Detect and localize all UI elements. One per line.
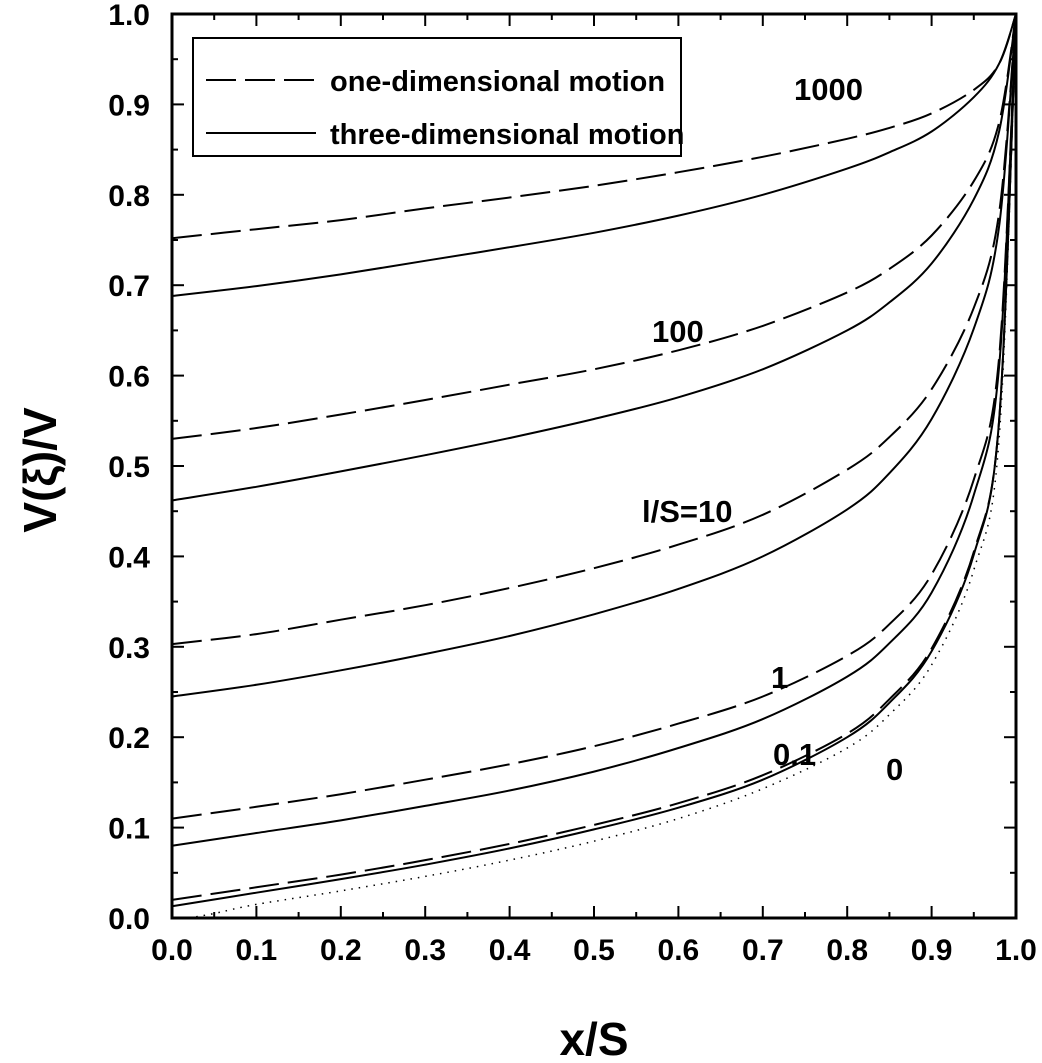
curve-label-0: 0 <box>886 752 903 787</box>
y-tick-label: 0.4 <box>108 541 150 574</box>
x-tick-label: 0.3 <box>404 934 446 967</box>
ticks-layer <box>171 13 1017 919</box>
y-tick-label: 0.5 <box>108 451 150 484</box>
curve-label-0-1: 0.1 <box>773 737 816 772</box>
y-tick-label: 1.0 <box>108 0 150 32</box>
legend-box <box>192 37 682 157</box>
x-tick-label: 1.0 <box>995 934 1037 967</box>
legend-label-dashed: one-dimensional motion <box>330 66 665 98</box>
legend-label-solid: three-dimensional motion <box>330 119 684 151</box>
series-solid-10 <box>171 13 1017 698</box>
y-tick-label: 0.2 <box>108 722 150 755</box>
x-tick-label: 0.9 <box>911 934 953 967</box>
series-dashed-1000 <box>171 13 1017 240</box>
x-tick-label: 0.7 <box>742 934 784 967</box>
curve-label-100: 100 <box>652 314 704 349</box>
legend: one-dimensional motion three-dimensional… <box>192 37 684 157</box>
x-axis-title: x/S <box>559 1013 628 1063</box>
y-tick-label: 0.3 <box>108 632 150 665</box>
y-tick-label: 0.7 <box>108 270 150 303</box>
x-tick-label: 0.6 <box>658 934 700 967</box>
series-dashed-100 <box>171 13 1017 440</box>
y-tick-label: 0.8 <box>108 180 150 213</box>
x-tick-label: 0.0 <box>151 934 193 967</box>
x-tick-label: 0.1 <box>236 934 278 967</box>
x-tick-label: 0.2 <box>320 934 362 967</box>
series-solid-0-1 <box>171 13 1017 908</box>
series-solid-1000 <box>171 13 1017 297</box>
y-tick-label: 0.1 <box>108 813 150 846</box>
y-axis-title: V(ξ)/V <box>14 407 66 533</box>
x-tick-label: 0.5 <box>573 934 615 967</box>
curve-label-1: 1 <box>771 660 788 695</box>
series-solid-100 <box>171 13 1017 502</box>
y-tick-labels: 0.0 0.1 0.2 0.3 0.4 0.5 0.6 0.7 0.8 0.9 1.0 <box>108 0 150 936</box>
y-tick-label: 0.6 <box>108 361 150 394</box>
x-tick-label: 0.4 <box>489 934 531 967</box>
curves-layer <box>171 13 1017 919</box>
curve-label-1000: 1000 <box>794 72 863 107</box>
series-dashed-1 <box>171 13 1017 820</box>
x-tick-label: 0.8 <box>826 934 868 967</box>
x-tick-labels: 0.0 0.1 0.2 0.3 0.4 0.5 0.6 0.7 0.8 0.9 1.0 <box>151 934 1037 967</box>
series-dashed-10 <box>171 13 1017 646</box>
y-tick-label: 0.9 <box>108 89 150 122</box>
y-tick-label: 0.0 <box>108 903 150 936</box>
series-solid-1 <box>171 13 1017 847</box>
curve-label-10: l/S=10 <box>642 494 733 529</box>
